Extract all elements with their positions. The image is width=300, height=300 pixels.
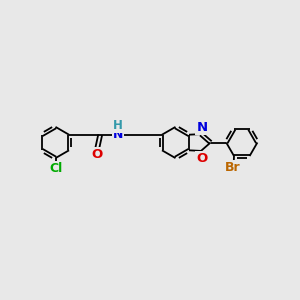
Text: H: H — [113, 119, 123, 132]
Text: Br: Br — [225, 161, 240, 174]
Text: O: O — [92, 148, 103, 161]
Text: N: N — [196, 121, 208, 134]
Text: N: N — [113, 128, 123, 142]
Text: O: O — [196, 152, 208, 165]
Text: Cl: Cl — [49, 162, 62, 175]
